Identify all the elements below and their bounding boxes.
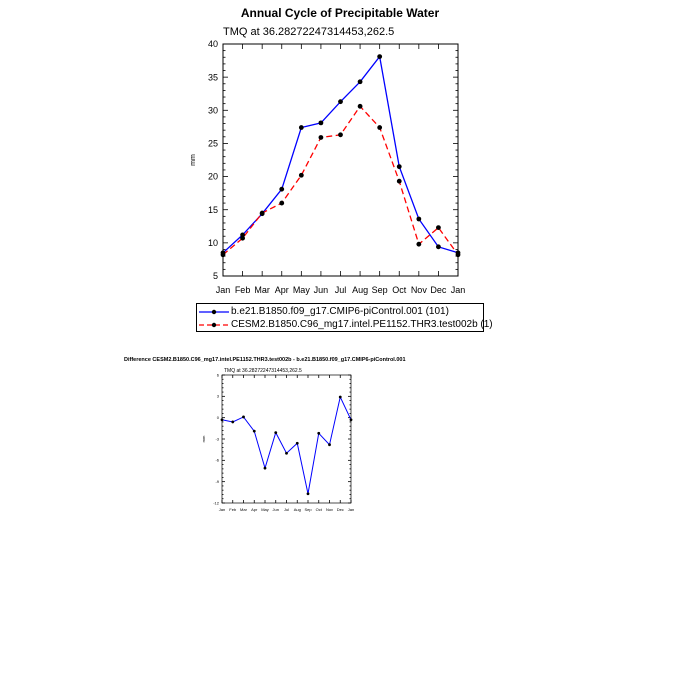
series-1-point	[220, 252, 226, 258]
y-tick-label: 5	[213, 271, 218, 281]
x-tick-label: Mar	[254, 285, 270, 295]
series-0-point	[263, 466, 267, 470]
x-tick-label: Apr	[251, 507, 258, 512]
series-0-point	[240, 232, 245, 238]
chart-title: Difference CESM2.B1850.C96_mg17.intel.PE…	[124, 357, 406, 363]
x-tick-label: Jan	[219, 507, 225, 512]
x-tick-label: Nov	[326, 507, 333, 512]
y-tick-label: 25	[208, 139, 218, 149]
x-tick-label: May	[293, 285, 311, 295]
x-tick-label: Jul	[335, 285, 347, 295]
series-line-1	[222, 105, 459, 256]
series-1-point	[357, 103, 363, 109]
chart-subtitle: TMQ at 36.28272247314453,262.5	[224, 368, 302, 374]
series-0-point	[231, 420, 235, 424]
series-0-point	[318, 120, 324, 126]
x-tick-label: Jul	[284, 507, 289, 512]
plot-frame	[221, 374, 352, 504]
x-tick-label: Sep	[372, 285, 388, 295]
difference-chart: Difference CESM2.B1850.C96_mg17.intel.PE…	[124, 357, 406, 512]
y-axis-label: mm	[190, 154, 197, 166]
series-1-point	[416, 241, 422, 247]
series-0-point	[252, 429, 256, 433]
series-0-point	[279, 186, 285, 192]
legend-label-control: b.e21.B1850.f09_g17.CMIP6-piControl.001 …	[231, 306, 449, 317]
y-axis-label: mm	[201, 435, 206, 442]
series-1-point	[259, 210, 265, 216]
series-1-point	[338, 132, 343, 138]
series-0-point	[416, 216, 422, 222]
x-tick-label: Aug	[294, 507, 301, 512]
series-1-point	[279, 200, 285, 206]
y-tick-label: -9	[215, 479, 219, 484]
plot-frame	[222, 43, 459, 277]
y-tick-label: -12	[213, 500, 220, 505]
series-0-point	[220, 418, 224, 422]
series-0-point	[338, 99, 343, 105]
series-0-point	[377, 54, 383, 59]
series-line-0	[222, 55, 459, 254]
chart-subtitle: TMQ at 36.28272247314453,262.5	[223, 26, 394, 38]
x-tick-label: Sep	[304, 507, 312, 512]
x-tick-label: Oct	[392, 285, 407, 295]
x-tick-label: Mar	[240, 507, 248, 512]
series-0-point	[396, 164, 402, 170]
series-0-point	[338, 395, 342, 399]
series-1-point	[396, 178, 402, 184]
x-tick-label: May	[261, 507, 269, 512]
series-0-point	[306, 492, 310, 496]
y-tick-label: 30	[208, 105, 218, 115]
series-1-point	[318, 135, 324, 140]
y-tick-label: 35	[208, 72, 218, 82]
legend-label-test: CESM2.B1850.C96_mg17.intel.PE1152.THR3.t…	[231, 319, 493, 330]
x-tick-label: Jan	[348, 507, 354, 512]
series-0-point	[317, 431, 321, 435]
y-tick-label: 15	[208, 205, 218, 215]
y-tick-label: -3	[215, 436, 219, 441]
x-tick-label: Jun	[273, 507, 279, 512]
precipitable-water-annual-cycle-chart: Annual Cycle of Precipitable Water TMQ at…	[190, 6, 466, 295]
legend-item-control: b.e21.B1850.f09_g17.CMIP6-piControl.001 …	[197, 305, 483, 319]
chart-title: Annual Cycle of Precipitable Water	[241, 6, 440, 20]
series-1-point	[455, 252, 461, 258]
x-tick-label: Aug	[352, 285, 368, 295]
series-1-point	[436, 225, 441, 231]
series-0-point	[285, 451, 288, 455]
y-tick-label: 3	[217, 394, 220, 399]
series-0-point	[242, 415, 245, 419]
x-tick-label: Apr	[275, 285, 289, 295]
series-0-point	[295, 441, 299, 445]
series-0-point	[357, 79, 363, 85]
series-line-0	[221, 395, 352, 494]
y-tick-label: 20	[208, 172, 218, 182]
x-tick-label: Jan	[216, 285, 231, 295]
series-1-point	[298, 172, 304, 178]
series-0-point	[328, 443, 331, 447]
x-tick-label: Jan	[451, 285, 466, 295]
y-tick-label: -6	[215, 458, 219, 463]
y-tick-label: 6	[217, 372, 220, 377]
series-0-point	[436, 244, 441, 250]
chart-legend: b.e21.B1850.f09_g17.CMIP6-piControl.001 …	[196, 303, 493, 332]
x-tick-label: Feb	[229, 507, 237, 512]
y-tick-label: 0	[217, 415, 220, 420]
series-0-point	[298, 125, 304, 130]
y-tick-label: 10	[208, 238, 218, 248]
x-tick-label: Jun	[314, 285, 329, 295]
series-0-point	[274, 431, 278, 434]
y-tick-label: 40	[208, 39, 218, 49]
x-tick-label: Nov	[411, 285, 428, 295]
series-1-point	[240, 235, 245, 241]
x-tick-label: Feb	[235, 285, 251, 295]
legend-item-test: CESM2.B1850.C96_mg17.intel.PE1152.THR3.t…	[197, 318, 493, 332]
series-1-point	[377, 125, 383, 130]
x-tick-label: Oct	[316, 507, 323, 512]
x-tick-label: Dec	[430, 285, 447, 295]
x-tick-label: Dec	[337, 507, 344, 512]
series-0-point	[349, 418, 353, 422]
